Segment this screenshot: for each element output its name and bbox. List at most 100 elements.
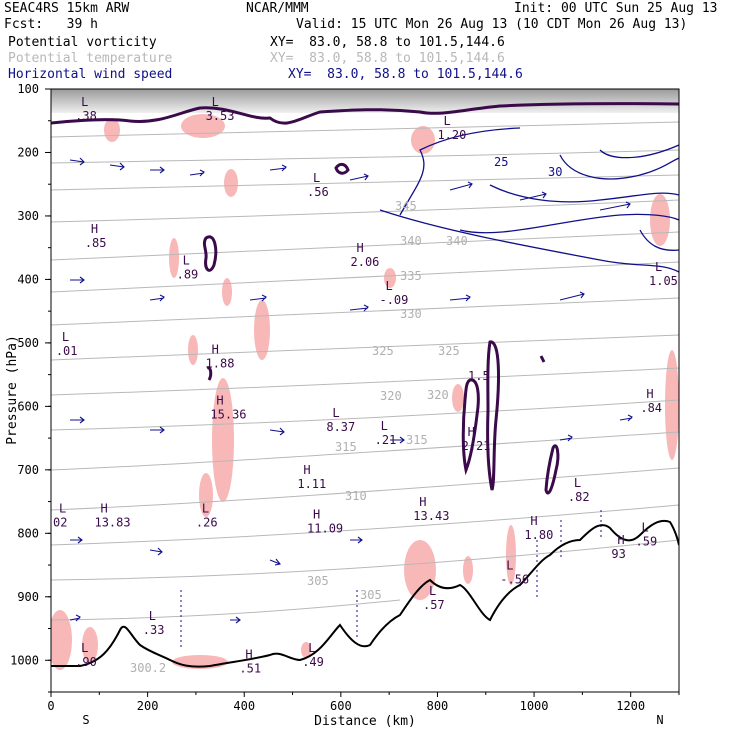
extremum-kind: H [303, 463, 310, 477]
theta-contour-label: 325 [438, 344, 460, 358]
extremum-value: .90 [75, 655, 97, 669]
theta-contour-label: 310 [345, 489, 367, 503]
y-tick-label: 1000 [10, 653, 39, 667]
extremum-kind: H [313, 508, 320, 522]
run-name: SEAC4RS 15km ARW [4, 1, 130, 16]
theta-contours [51, 121, 679, 621]
extremum-kind: L [381, 419, 388, 433]
init-time: Init: 00 UTC Sun 25 Aug 13 [514, 1, 718, 16]
extremum-kind: L [81, 641, 88, 655]
extremum-kind: H [468, 425, 475, 439]
x-tick-label: 0 [47, 699, 54, 713]
valid-time: Valid: 15 UTC Mon 26 Aug 13 (10 CDT Mon … [296, 17, 688, 32]
extremum-kind: H [91, 222, 98, 236]
extremum-kind: L [149, 609, 156, 623]
x-end-label-south: S [82, 713, 89, 727]
theta-contour-label: 320 [427, 388, 449, 402]
extremum-kind: H [530, 514, 537, 528]
y-axis-title: Pressure (hPa) [5, 335, 20, 445]
extremum-kind: H [212, 343, 219, 357]
extremum-kind: H [100, 501, 107, 515]
extremum-value: 93 [611, 547, 625, 561]
extremum-value: 2.21 [462, 439, 491, 453]
theta-contour-label: 335 [400, 269, 422, 283]
legend-label-theta: Potential temperature [8, 51, 173, 66]
extremum-value: 02 [53, 515, 67, 529]
extremum-value: .49 [302, 655, 324, 669]
legend-label-pv: Potential vorticity [8, 35, 157, 50]
extremum-kind: L [642, 520, 649, 534]
extremum-kind: H [617, 533, 624, 547]
extremum-value: 1.88 [206, 357, 235, 371]
extremum-kind: L [385, 279, 392, 293]
y-tick-label: 100 [17, 82, 39, 96]
theta-contour-label: 315 [406, 433, 428, 447]
extremum-value: -.56 [500, 572, 529, 586]
theta-contour-label: 330 [400, 307, 422, 321]
wind-speed-contours [379, 127, 679, 273]
terrain [51, 519, 679, 668]
extremum-value: .89 [177, 268, 199, 282]
extremum-kind: L [59, 501, 66, 515]
extremum-value: 11.09 [307, 522, 343, 536]
extremum-kind: L [308, 641, 315, 655]
extremum-value: .82 [568, 490, 590, 504]
x-tick-label: 400 [233, 699, 255, 713]
extremum-value: .59 [636, 534, 658, 548]
legend-xy-theta: XY= 83.0, 58.8 to 101.5,144.6 [270, 51, 505, 66]
extremum-value: .01 [56, 344, 78, 358]
theta-contour-label: 320 [380, 389, 402, 403]
y-tick-label: 200 [17, 145, 39, 159]
extremum-value: 13.83 [94, 515, 130, 529]
y-tick-label: 700 [17, 463, 39, 477]
extremum-kind: L [202, 501, 209, 515]
extremum-kind: L [332, 406, 339, 420]
extremum-kind: L [574, 476, 581, 490]
extremum-value: .38 [75, 109, 97, 123]
extremum-value: .57 [423, 598, 445, 612]
theta-contour-label: 345 [395, 199, 417, 213]
extremum-value: .84 [640, 401, 662, 415]
extremum-kind: L [506, 558, 513, 572]
extremum-value: .51 [239, 661, 261, 675]
extremum-kind: H [419, 495, 426, 509]
organization: NCAR/MMM [246, 1, 309, 16]
theta-contour-label: 305 [360, 588, 382, 602]
extremum-value: 8.37 [326, 420, 355, 434]
extremum-value: .21 [375, 433, 397, 447]
extremum-value: 1.05 [649, 274, 678, 288]
extremum-value: .26 [196, 515, 218, 529]
legend-xy-wind: XY= 83.0, 58.8 to 101.5,144.6 [288, 67, 523, 82]
extremum-value: 2.06 [351, 255, 380, 269]
extremum-kind: H [646, 387, 653, 401]
extremum-value: 1.20 [437, 128, 466, 142]
extremum-value: 1.80 [524, 528, 553, 542]
extremum-value: -.09 [379, 293, 408, 307]
extremum-kind: L [429, 584, 436, 598]
y-tick-label: 900 [17, 590, 39, 604]
extremum-kind: L [212, 95, 219, 109]
extremum-value: 13.43 [413, 509, 449, 523]
legend-xy-pv: XY= 83.0, 58.8 to 101.5,144.6 [270, 35, 505, 50]
x-tick-label: 800 [427, 699, 449, 713]
axes: 100 200 300 400 500 600 700 800 900 1000 0 200 400 60… [5, 82, 680, 729]
extremum-value: .85 [85, 236, 107, 250]
x-tick-label: 600 [330, 699, 352, 713]
extremum-kind: L [81, 95, 88, 109]
wind-contour-label: 25 [494, 155, 508, 169]
legend-label-wind: Horizontal wind speed [8, 67, 173, 82]
chart-labels: 300.2 305 305 310 315 315 320 320 325 325 330 335 34… [53, 95, 678, 675]
y-tick-label: 500 [17, 336, 39, 350]
theta-contour-label: 305 [307, 574, 329, 588]
extremum-value: 3.53 [206, 109, 235, 123]
extremum-kind: H [245, 647, 252, 661]
pv-contour-label: 1.5 [468, 369, 490, 383]
x-end-label-north: N [656, 713, 663, 727]
extremum-kind: H [216, 393, 223, 407]
extremum-value: 1.11 [297, 477, 326, 491]
pv-contours [51, 102, 679, 495]
extremum-value: .56 [307, 185, 329, 199]
y-tick-label: 600 [17, 399, 39, 413]
theta-contour-label: 340 [400, 234, 422, 248]
